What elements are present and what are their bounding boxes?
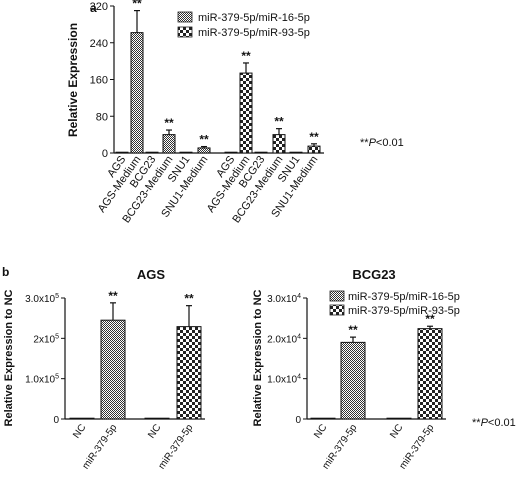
panel-b-ags-bar <box>100 319 126 420</box>
panel-a-bar <box>115 151 129 154</box>
panel-b-ags-y-tick-label: 3.0x105 <box>25 293 59 305</box>
panel-b-bcg23-y-tick-mantissa: 1.0x10 <box>267 375 297 386</box>
panel-b-ags-y-tick-exponent: 5 <box>55 333 59 340</box>
panel-b-bcg23-bar <box>340 341 366 420</box>
panel-b-bcg23-y-tick-label: 3.0x104 <box>267 293 301 305</box>
panel-a-significance-marker: ** <box>132 0 142 11</box>
panel-b-ags-bar <box>176 326 202 420</box>
panel-b-ags-y-tick-mantissa: 0 <box>53 415 59 426</box>
panel-b-bcg23-bar <box>386 417 412 420</box>
panel-b-ags-y-tick-label: 1.0x105 <box>25 374 59 386</box>
panel-a-y-axis-label: Relative Expression <box>66 23 80 137</box>
panel-b-bcg23-y-tick-label: 1.0x104 <box>267 374 301 386</box>
panel-a-legend-swatch-2 <box>177 26 193 38</box>
panel-b-ags-chart: AGS Relative Expression to NC 01.0x1052x… <box>3 267 205 472</box>
panel-b-ags-category-label: NC <box>146 422 163 440</box>
significance-note-b: **P<0.01 <box>472 417 516 429</box>
panel-a-bar <box>162 134 176 154</box>
panel-b-bcg23-bar <box>310 417 336 420</box>
panel-b-bcg23-y-axis-label: Relative Expression to NC <box>252 289 264 426</box>
panel-b-ags-y-tick-exponent: 5 <box>55 374 59 381</box>
panel-a-legend-label-1: miR-379-5p/miR-16-5p <box>198 12 310 24</box>
panel-a-y-tick-label: 160 <box>90 75 108 87</box>
significance-note-b-stars: ** <box>472 417 481 429</box>
panel-a-y-tick-label: 0 <box>102 148 108 160</box>
panel-b-ags-significance-marker: ** <box>108 289 118 303</box>
panel-a-bar <box>224 151 238 154</box>
panel-b-legend-swatch-2 <box>329 304 345 316</box>
panel-b-ags-y-tick-mantissa: 1.0x10 <box>25 375 55 386</box>
panel-b-bcg23-y-tick-mantissa: 0 <box>295 415 301 426</box>
significance-note-a: **P<0.01 <box>360 137 404 149</box>
panel-a-bar <box>307 145 321 154</box>
panel-a-bar <box>179 151 193 154</box>
panel-b-ags-title: AGS <box>137 267 166 282</box>
panel-a-label: a <box>90 1 97 15</box>
panel-b-bcg23-y-tick-mantissa: 3.0x10 <box>267 294 297 305</box>
panel-b-bcg23-title: BCG23 <box>352 267 395 282</box>
panel-b-label: b <box>2 265 9 279</box>
panel-a-significance-marker: ** <box>274 115 284 129</box>
panel-b-bcg23-y-tick-label: 0 <box>295 415 301 426</box>
panel-b-bcg23-y-tick-mantissa: 2.0x10 <box>267 334 297 345</box>
panel-b-ags-y-tick-label: 2x105 <box>33 333 59 345</box>
panel-a-bar <box>239 72 253 154</box>
panel-b-legend-swatch-1 <box>329 290 345 302</box>
panel-b-bcg23-significance-marker: ** <box>348 323 358 337</box>
panel-a-bar <box>130 32 144 154</box>
panel-a-y-tick-label: 80 <box>96 111 108 123</box>
panel-b-bcg23-y-tick-label: 2.0x104 <box>267 333 301 345</box>
panel-a-bar <box>197 147 211 154</box>
significance-note-a-stars: ** <box>360 137 369 149</box>
panel-b-ags-y-axis-label: Relative Expression to NC <box>3 289 15 426</box>
panel-a-y-tick-label: 240 <box>90 38 108 50</box>
panel-b-bcg23-y-tick-exponent: 4 <box>297 333 301 340</box>
panel-b-ags-y-tick-exponent: 5 <box>55 293 59 300</box>
panel-b-bcg23-category-label: NC <box>312 422 329 440</box>
panel-b-ags-y-tick-mantissa: 3.0x10 <box>25 294 55 305</box>
panel-a-y-tick-label: 320 <box>90 1 108 13</box>
significance-note-b-p: P <box>481 417 489 429</box>
panel-a-legend-label-2: miR-379-5p/miR-93-5p <box>198 27 310 39</box>
panel-b-ags-y-tick-mantissa: 2x10 <box>33 334 55 345</box>
panel-a-legend: miR-379-5p/miR-16-5p miR-379-5p/miR-93-5… <box>177 11 310 39</box>
panel-a-significance-marker: ** <box>164 116 174 130</box>
panel-a-significance-marker: ** <box>199 133 209 147</box>
significance-note-b-value: <0.01 <box>488 417 516 429</box>
panel-b-bcg23-y-tick-exponent: 4 <box>297 374 301 381</box>
panel-b-ags-significance-marker: ** <box>184 292 194 306</box>
panel-b-legend-label-1: miR-379-5p/miR-16-5p <box>348 291 460 303</box>
panel-a-significance-marker: ** <box>309 130 319 144</box>
panel-a-bar <box>145 151 159 154</box>
panel-b-bcg23-y-tick-exponent: 4 <box>297 293 301 300</box>
panel-b-bcg23-bar <box>417 328 443 420</box>
panel-b-ags-bar <box>69 417 95 420</box>
panel-b-legend-label-2: miR-379-5p/miR-93-5p <box>348 305 460 317</box>
significance-note-a-p: P <box>369 137 377 149</box>
panel-a-significance-marker: ** <box>241 49 251 63</box>
panel-b-bcg23-significance-marker: ** <box>425 312 435 326</box>
panel-a-legend-swatch-1 <box>177 11 193 23</box>
panel-b-bcg23-chart: BCG23 Relative Expression to NC miR-379-… <box>252 267 460 472</box>
panel-b-bcg23-legend: miR-379-5p/miR-16-5p miR-379-5p/miR-93-5… <box>329 290 460 317</box>
panel-b-bcg23-category-label: NC <box>388 422 405 440</box>
significance-note-a-value: <0.01 <box>376 137 404 149</box>
panel-a-chart: Relative Expression miR-379-5p/miR-16-5p… <box>66 0 324 225</box>
panel-b-ags-category-label: NC <box>71 422 88 440</box>
panel-a-bar <box>272 134 286 154</box>
panel-b-ags-bar <box>144 417 170 420</box>
panel-b-ags-y-tick-label: 0 <box>53 415 59 426</box>
panel-a-bar <box>254 151 268 154</box>
panel-a-bar <box>289 151 303 154</box>
